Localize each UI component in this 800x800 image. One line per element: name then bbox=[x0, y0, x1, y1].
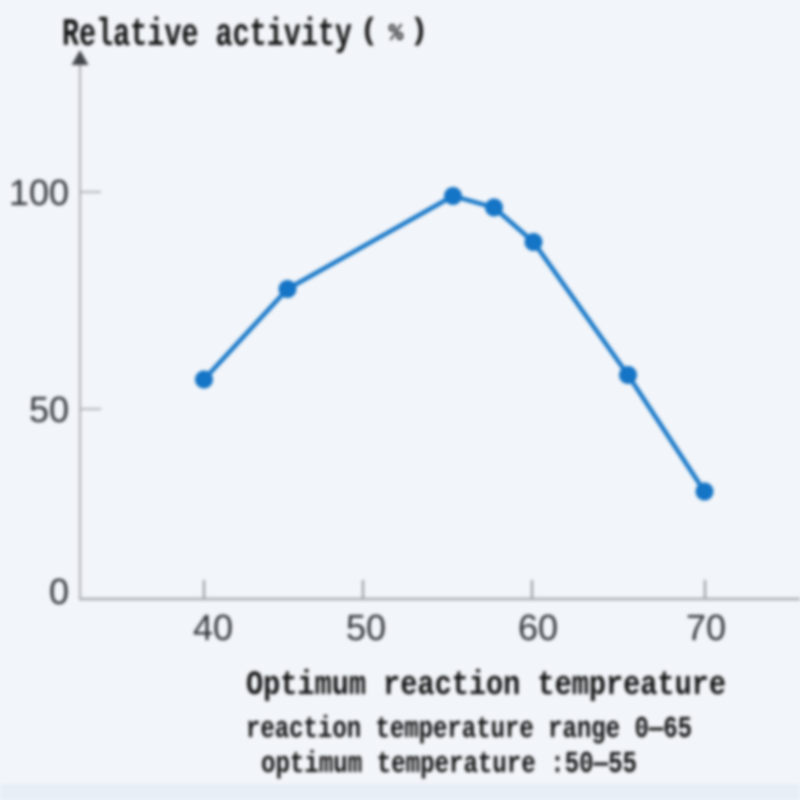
svg-text:optimum temperature :50—55: optimum temperature :50—55 bbox=[261, 747, 637, 782]
svg-text:50: 50 bbox=[29, 389, 69, 430]
svg-text:Relative activity: Relative activity bbox=[62, 13, 352, 57]
svg-text:70: 70 bbox=[686, 607, 726, 648]
svg-text:(: ( bbox=[360, 14, 379, 49]
svg-text:): ) bbox=[410, 14, 429, 49]
svg-text:60: 60 bbox=[518, 607, 558, 648]
svg-text:100: 100 bbox=[9, 172, 69, 213]
svg-text:40: 40 bbox=[193, 607, 233, 648]
svg-text:0: 0 bbox=[49, 571, 69, 612]
svg-text:%: % bbox=[389, 21, 404, 48]
svg-text:Optimum reaction tempreature: Optimum reaction tempreature bbox=[246, 667, 726, 705]
svg-text:reaction temperature range 0—6: reaction temperature range 0—65 bbox=[246, 712, 692, 747]
svg-text:50: 50 bbox=[346, 607, 386, 648]
